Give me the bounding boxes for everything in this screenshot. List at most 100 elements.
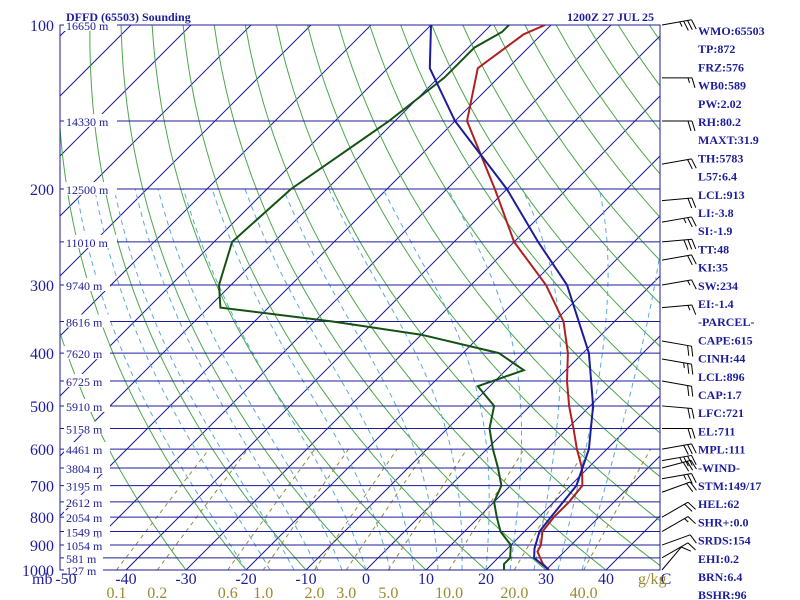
index-item: TT:48 <box>698 242 729 256</box>
index-item: EL:711 <box>698 424 735 438</box>
wind-barb <box>661 238 697 250</box>
mixing-ratio-line <box>116 448 210 570</box>
wind-barb-flag <box>682 462 690 472</box>
pressure-tick-label: 400 <box>30 346 54 363</box>
temperature-labels: -50 -40 -30 -20 -10 0 10 20 30 40 C <box>55 571 671 588</box>
height-label-bg <box>64 421 110 435</box>
height-label-bg <box>64 234 117 248</box>
height-label: 4461 m <box>66 443 103 457</box>
sounding-profiles <box>217 25 595 570</box>
isotherm-lines <box>60 25 660 570</box>
pressure-tick-label: 300 <box>30 278 54 295</box>
wind-barb-shaft <box>661 19 692 26</box>
wind-barb-flag <box>691 254 697 265</box>
pressure-tick-label: 800 <box>30 510 54 527</box>
height-label: 5910 m <box>66 400 103 414</box>
mixing-ratio-line <box>583 448 652 570</box>
index-item: FRZ:576 <box>698 60 744 74</box>
index-item: STM:149/17 <box>698 479 761 493</box>
wind-barb-flag <box>687 198 693 209</box>
isotherm-line <box>60 25 492 457</box>
wind-barb <box>661 454 697 467</box>
height-label-bg <box>64 278 110 292</box>
index-item: LCL:913 <box>698 188 745 202</box>
index-item: LI:-3.8 <box>698 206 734 220</box>
height-label-bg <box>64 398 110 412</box>
dry-adiabat <box>89 25 307 570</box>
isotherm-line <box>60 25 252 217</box>
height-label-bg <box>64 442 110 456</box>
wind-barb-flag <box>683 20 689 31</box>
wind-barb-flag <box>687 239 693 250</box>
mixing-ratio-tick-label: 3.0 <box>336 585 356 600</box>
index-item: SW:234 <box>698 279 738 293</box>
wind-barb-half-flag <box>687 305 691 311</box>
moist-adiabats <box>75 188 660 570</box>
isobar-lines <box>60 25 660 570</box>
height-label-bg <box>64 314 110 328</box>
temperature-tick-label: -50 <box>55 571 76 588</box>
index-item: TP:872 <box>698 42 735 56</box>
dry-adiabat <box>586 25 660 131</box>
isotherm-line <box>545 455 660 570</box>
index-item: TH:5783 <box>698 151 743 165</box>
pressure-labels: 100 200 300 400 500 600 700 800 900 1000 <box>22 18 54 580</box>
wind-barb <box>661 534 697 546</box>
height-label: 3195 m <box>66 480 103 494</box>
moist-adiabat <box>94 189 271 570</box>
isotherm-line <box>185 95 660 570</box>
mixing-ratio-line <box>513 448 587 570</box>
wind-barb-flag <box>683 445 689 455</box>
wind-barb-flag <box>691 19 697 30</box>
mixing-ratio-tick-label: 1.0 <box>253 585 273 600</box>
dewpoint-profile <box>217 25 526 570</box>
wind-barb-flag <box>691 216 697 227</box>
wind-barb-flag <box>687 217 693 228</box>
wind-barb-shaft <box>661 197 692 202</box>
height-label: 127 m <box>66 564 97 578</box>
wind-barb-shaft <box>661 546 682 571</box>
moist-adiabat <box>134 188 319 570</box>
height-label-bg <box>64 524 110 538</box>
height-labels: 16650 m 14330 m 12500 m 11010 m 9740 m 8616 m… <box>64 18 117 578</box>
wind-barb-flag <box>687 20 693 31</box>
wind-barb <box>661 19 697 31</box>
temperature-profile <box>465 25 584 570</box>
isotherm-line <box>485 395 660 570</box>
wind-barb-flag <box>686 483 694 493</box>
wind-barb-shaft <box>661 304 692 309</box>
index-item: CAPE:615 <box>698 333 753 347</box>
temperature-tick-label: 40 <box>598 571 614 588</box>
plot-frame <box>59 24 661 571</box>
wind-barb-flag <box>687 542 696 551</box>
wind-barb <box>661 473 697 484</box>
wind-barb <box>661 304 697 315</box>
dry-adiabat <box>213 25 547 570</box>
wind-barb-flag <box>691 120 696 132</box>
wind-barb-flag <box>691 77 696 88</box>
height-label-bg <box>64 538 110 552</box>
moist-adiabat <box>183 188 367 570</box>
mixing-ratio-tick-label: 40.0 <box>570 585 598 600</box>
mixing-ratio-line <box>448 448 525 570</box>
wind-barb-half-flag <box>683 218 687 224</box>
wind-barb-half-flag <box>684 518 689 523</box>
height-label: 1054 m <box>66 539 103 553</box>
height-label: 7620 m <box>66 347 103 361</box>
mixing-ratio-tick-label: 20.0 <box>500 585 528 600</box>
height-label-bg <box>64 563 103 576</box>
pressure-tick-label: 600 <box>30 442 54 459</box>
height-label: 5158 m <box>66 422 103 436</box>
wind-barbs <box>661 19 697 571</box>
wind-barb-shaft <box>661 481 691 493</box>
wind-barb-flag <box>691 364 694 375</box>
height-label: 581 m <box>66 552 97 566</box>
pressure-unit-label: mb <box>32 571 52 588</box>
wind-barb-shaft <box>661 254 692 261</box>
wind-barb-shaft <box>661 380 692 387</box>
wind-barb-flag <box>687 363 690 374</box>
wind-barb-flag <box>687 444 693 455</box>
dry-adiabats <box>60 25 660 570</box>
wind-barb-shaft <box>661 516 689 532</box>
